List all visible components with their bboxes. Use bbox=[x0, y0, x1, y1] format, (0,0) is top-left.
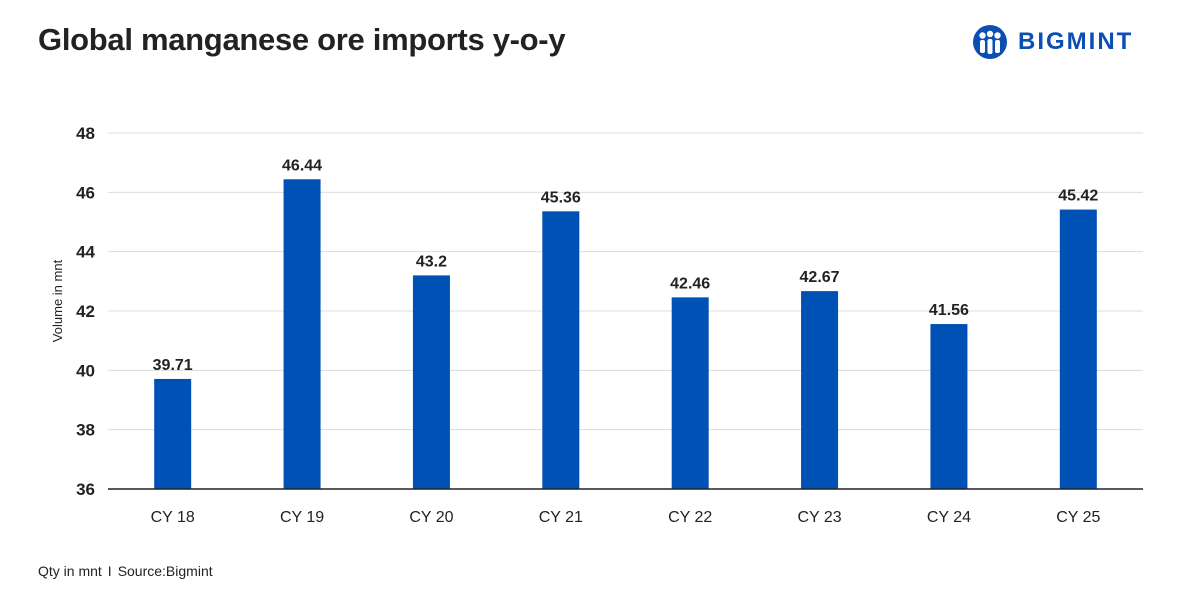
y-tick-label: 36 bbox=[76, 480, 95, 499]
x-tick-label: CY 25 bbox=[1056, 509, 1100, 526]
bar bbox=[801, 291, 839, 489]
x-tick-label: CY 22 bbox=[668, 509, 712, 526]
data-label: 43.2 bbox=[416, 253, 447, 270]
logo-text: BIGMINT bbox=[1018, 28, 1134, 55]
x-tick-label: CY 19 bbox=[280, 509, 324, 526]
gridlines bbox=[108, 132, 1143, 431]
x-axis-ticks: CY 18 CY 19 CY 20 CY 21 CY 22 CY 23 CY 24 CY 25 bbox=[151, 509, 1101, 526]
bigmint-logo-icon bbox=[973, 25, 1007, 59]
x-tick-label: CY 18 bbox=[151, 509, 195, 526]
y-tick-label: 46 bbox=[76, 183, 95, 202]
data-label: 45.36 bbox=[541, 189, 581, 206]
bigmint-logo: BIGMINT bbox=[972, 24, 1133, 60]
data-label: 41.56 bbox=[929, 302, 969, 319]
bar bbox=[154, 378, 192, 489]
x-tick-label: CY 21 bbox=[539, 509, 583, 526]
footer: Qty in mnt I Source:Bigmint bbox=[38, 563, 213, 579]
x-tick-label: CY 20 bbox=[409, 509, 453, 526]
x-tick-label: CY 24 bbox=[927, 509, 971, 526]
data-label: 39.71 bbox=[153, 357, 193, 374]
bar bbox=[412, 275, 450, 489]
y-tick-label: 38 bbox=[76, 421, 95, 440]
y-tick-label: 48 bbox=[76, 124, 95, 143]
chart-title: Global manganese ore imports y-o-y bbox=[38, 22, 566, 57]
bars bbox=[154, 179, 1097, 490]
bar bbox=[542, 211, 580, 489]
y-tick-label: 44 bbox=[76, 243, 95, 262]
bar bbox=[930, 324, 968, 489]
y-axis-label: Volume in mnt bbox=[50, 259, 65, 342]
bar bbox=[1059, 209, 1097, 490]
data-label: 45.42 bbox=[1058, 188, 1098, 205]
data-label: 42.67 bbox=[800, 269, 840, 286]
y-axis-ticks: 36 38 40 42 44 46 48 bbox=[76, 124, 95, 499]
data-label: 46.44 bbox=[282, 157, 322, 174]
data-label: 42.46 bbox=[670, 275, 710, 292]
y-tick-label: 42 bbox=[76, 302, 95, 321]
footer-separator: I bbox=[107, 563, 112, 579]
data-labels: 39.71 46.44 43.2 45.36 42.46 42.67 41.56 45.42 bbox=[153, 157, 1099, 374]
bar bbox=[671, 297, 709, 489]
bar bbox=[283, 179, 321, 489]
x-tick-label: CY 23 bbox=[797, 509, 841, 526]
footer-source: Source:Bigmint bbox=[117, 563, 213, 579]
footer-qty: Qty in mnt bbox=[38, 563, 102, 579]
y-tick-label: 40 bbox=[76, 361, 95, 380]
